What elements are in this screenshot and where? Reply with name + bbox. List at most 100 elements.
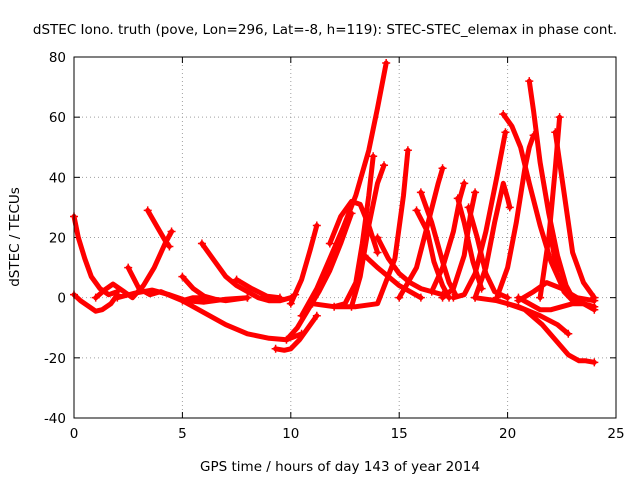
series-line-arc7 xyxy=(179,274,250,304)
data-point-marker xyxy=(564,329,573,338)
data-point-marker xyxy=(178,272,187,281)
data-point-marker xyxy=(197,239,206,248)
data-point-marker xyxy=(460,179,469,188)
x-tick-label: 20 xyxy=(499,426,516,442)
data-point-marker xyxy=(360,251,369,260)
x-axis-label: GPS time / hours of day 143 of year 2014 xyxy=(200,459,480,475)
data-point-marker xyxy=(143,206,152,215)
data-point-marker xyxy=(536,293,545,302)
data-point-marker xyxy=(369,152,378,161)
data-point-marker xyxy=(505,203,514,212)
series-line-arc30 xyxy=(494,132,537,301)
series-line-arc14 xyxy=(299,60,389,319)
axis-ticks: 0 5 10 15 20 25 -40 -20 0 20 40 60 80 xyxy=(44,50,625,442)
y-tick-label: 20 xyxy=(49,231,66,247)
data-point-marker xyxy=(546,233,555,242)
x-tick-label: 10 xyxy=(282,426,299,442)
data-point-marker xyxy=(373,248,382,257)
data-point-marker xyxy=(464,203,473,212)
data-point-marker xyxy=(438,293,447,302)
data-point-marker xyxy=(312,311,321,320)
series-line-arc17 xyxy=(349,162,387,310)
data-point-marker xyxy=(412,206,421,215)
data-point-marker xyxy=(555,113,564,122)
series-line-arc28 xyxy=(466,204,511,301)
data-point-marker xyxy=(449,293,458,302)
series-line-arc18 xyxy=(331,147,411,310)
y-tick-label: 80 xyxy=(49,50,66,66)
y-tick-label: -40 xyxy=(44,411,66,427)
data-point-marker xyxy=(282,335,291,344)
series-line-arc38 xyxy=(515,295,597,313)
data-point-marker xyxy=(91,293,100,302)
data-point-marker xyxy=(395,293,404,302)
data-point-marker xyxy=(382,59,391,68)
chart-title: dSTEC Iono. truth (pove, Lon=296, Lat=-8… xyxy=(33,22,617,38)
series-line-arc21 xyxy=(414,207,452,301)
series-line-arc39 xyxy=(515,280,597,304)
series-line-arc12 xyxy=(284,210,354,343)
series-line-arc13 xyxy=(288,223,320,307)
series-line-arc3 xyxy=(93,229,175,301)
data-point-marker xyxy=(165,242,174,251)
data-point-marker xyxy=(330,302,339,311)
data-point-marker xyxy=(499,110,508,119)
data-point-marker xyxy=(590,358,599,367)
data-point-marker xyxy=(590,296,599,305)
data-point-marker xyxy=(380,161,389,170)
data-point-marker xyxy=(271,344,280,353)
x-tick-label: 5 xyxy=(178,426,187,442)
y-tick-label: 40 xyxy=(49,170,66,186)
data-point-marker xyxy=(471,293,480,302)
series-line-arc34 xyxy=(552,129,597,301)
data-point-marker xyxy=(427,287,436,296)
data-point-marker xyxy=(514,296,523,305)
data-point-marker xyxy=(590,305,599,314)
data-point-marker xyxy=(312,221,321,230)
x-tick-label: 0 xyxy=(70,426,79,442)
data-point-marker xyxy=(286,299,295,308)
series-line-arc26 xyxy=(440,189,478,301)
y-axis-label: dSTEC / TECUs xyxy=(7,187,23,287)
data-point-marker xyxy=(438,164,447,173)
data-point-marker xyxy=(124,263,133,272)
data-point-marker xyxy=(243,293,252,302)
data-point-marker xyxy=(416,188,425,197)
x-tick-label: 25 xyxy=(607,426,624,442)
series-line-arc2 xyxy=(71,213,120,298)
data-point-marker xyxy=(416,293,425,302)
data-point-marker xyxy=(325,239,334,248)
y-tick-label: 0 xyxy=(57,291,66,307)
data-point-marker xyxy=(525,77,534,86)
series-line-arc5 xyxy=(145,207,172,249)
data-point-marker xyxy=(373,233,382,242)
data-point-marker xyxy=(297,311,306,320)
data-point-marker xyxy=(178,296,187,305)
data-point-marker xyxy=(113,293,122,302)
series-line-arc24 xyxy=(429,180,467,295)
series-group xyxy=(70,59,599,367)
series-line-arc29 xyxy=(472,180,513,301)
data-point-marker xyxy=(308,299,317,308)
data-point-marker xyxy=(403,146,412,155)
data-point-marker xyxy=(453,194,462,203)
data-point-marker xyxy=(232,275,241,284)
series-line-arc9 xyxy=(179,298,305,343)
plot-frame xyxy=(73,56,617,419)
y-tick-label: 60 xyxy=(49,110,66,126)
series-line-arc19 xyxy=(362,253,424,301)
x-tick-label: 15 xyxy=(391,426,408,442)
data-point-marker xyxy=(167,227,176,236)
data-point-marker xyxy=(551,128,560,137)
series-line-arc8 xyxy=(199,241,298,304)
series-line-arc10 xyxy=(234,277,283,301)
series-line-arc1 xyxy=(71,292,120,314)
series-line-arc22 xyxy=(396,165,446,301)
data-point-marker xyxy=(503,299,512,308)
y-tick-label: -20 xyxy=(44,351,66,367)
data-point-marker xyxy=(275,293,284,302)
data-point-marker xyxy=(501,128,510,137)
series-line-arc11 xyxy=(273,313,320,353)
series-line-arc36 xyxy=(472,295,571,337)
